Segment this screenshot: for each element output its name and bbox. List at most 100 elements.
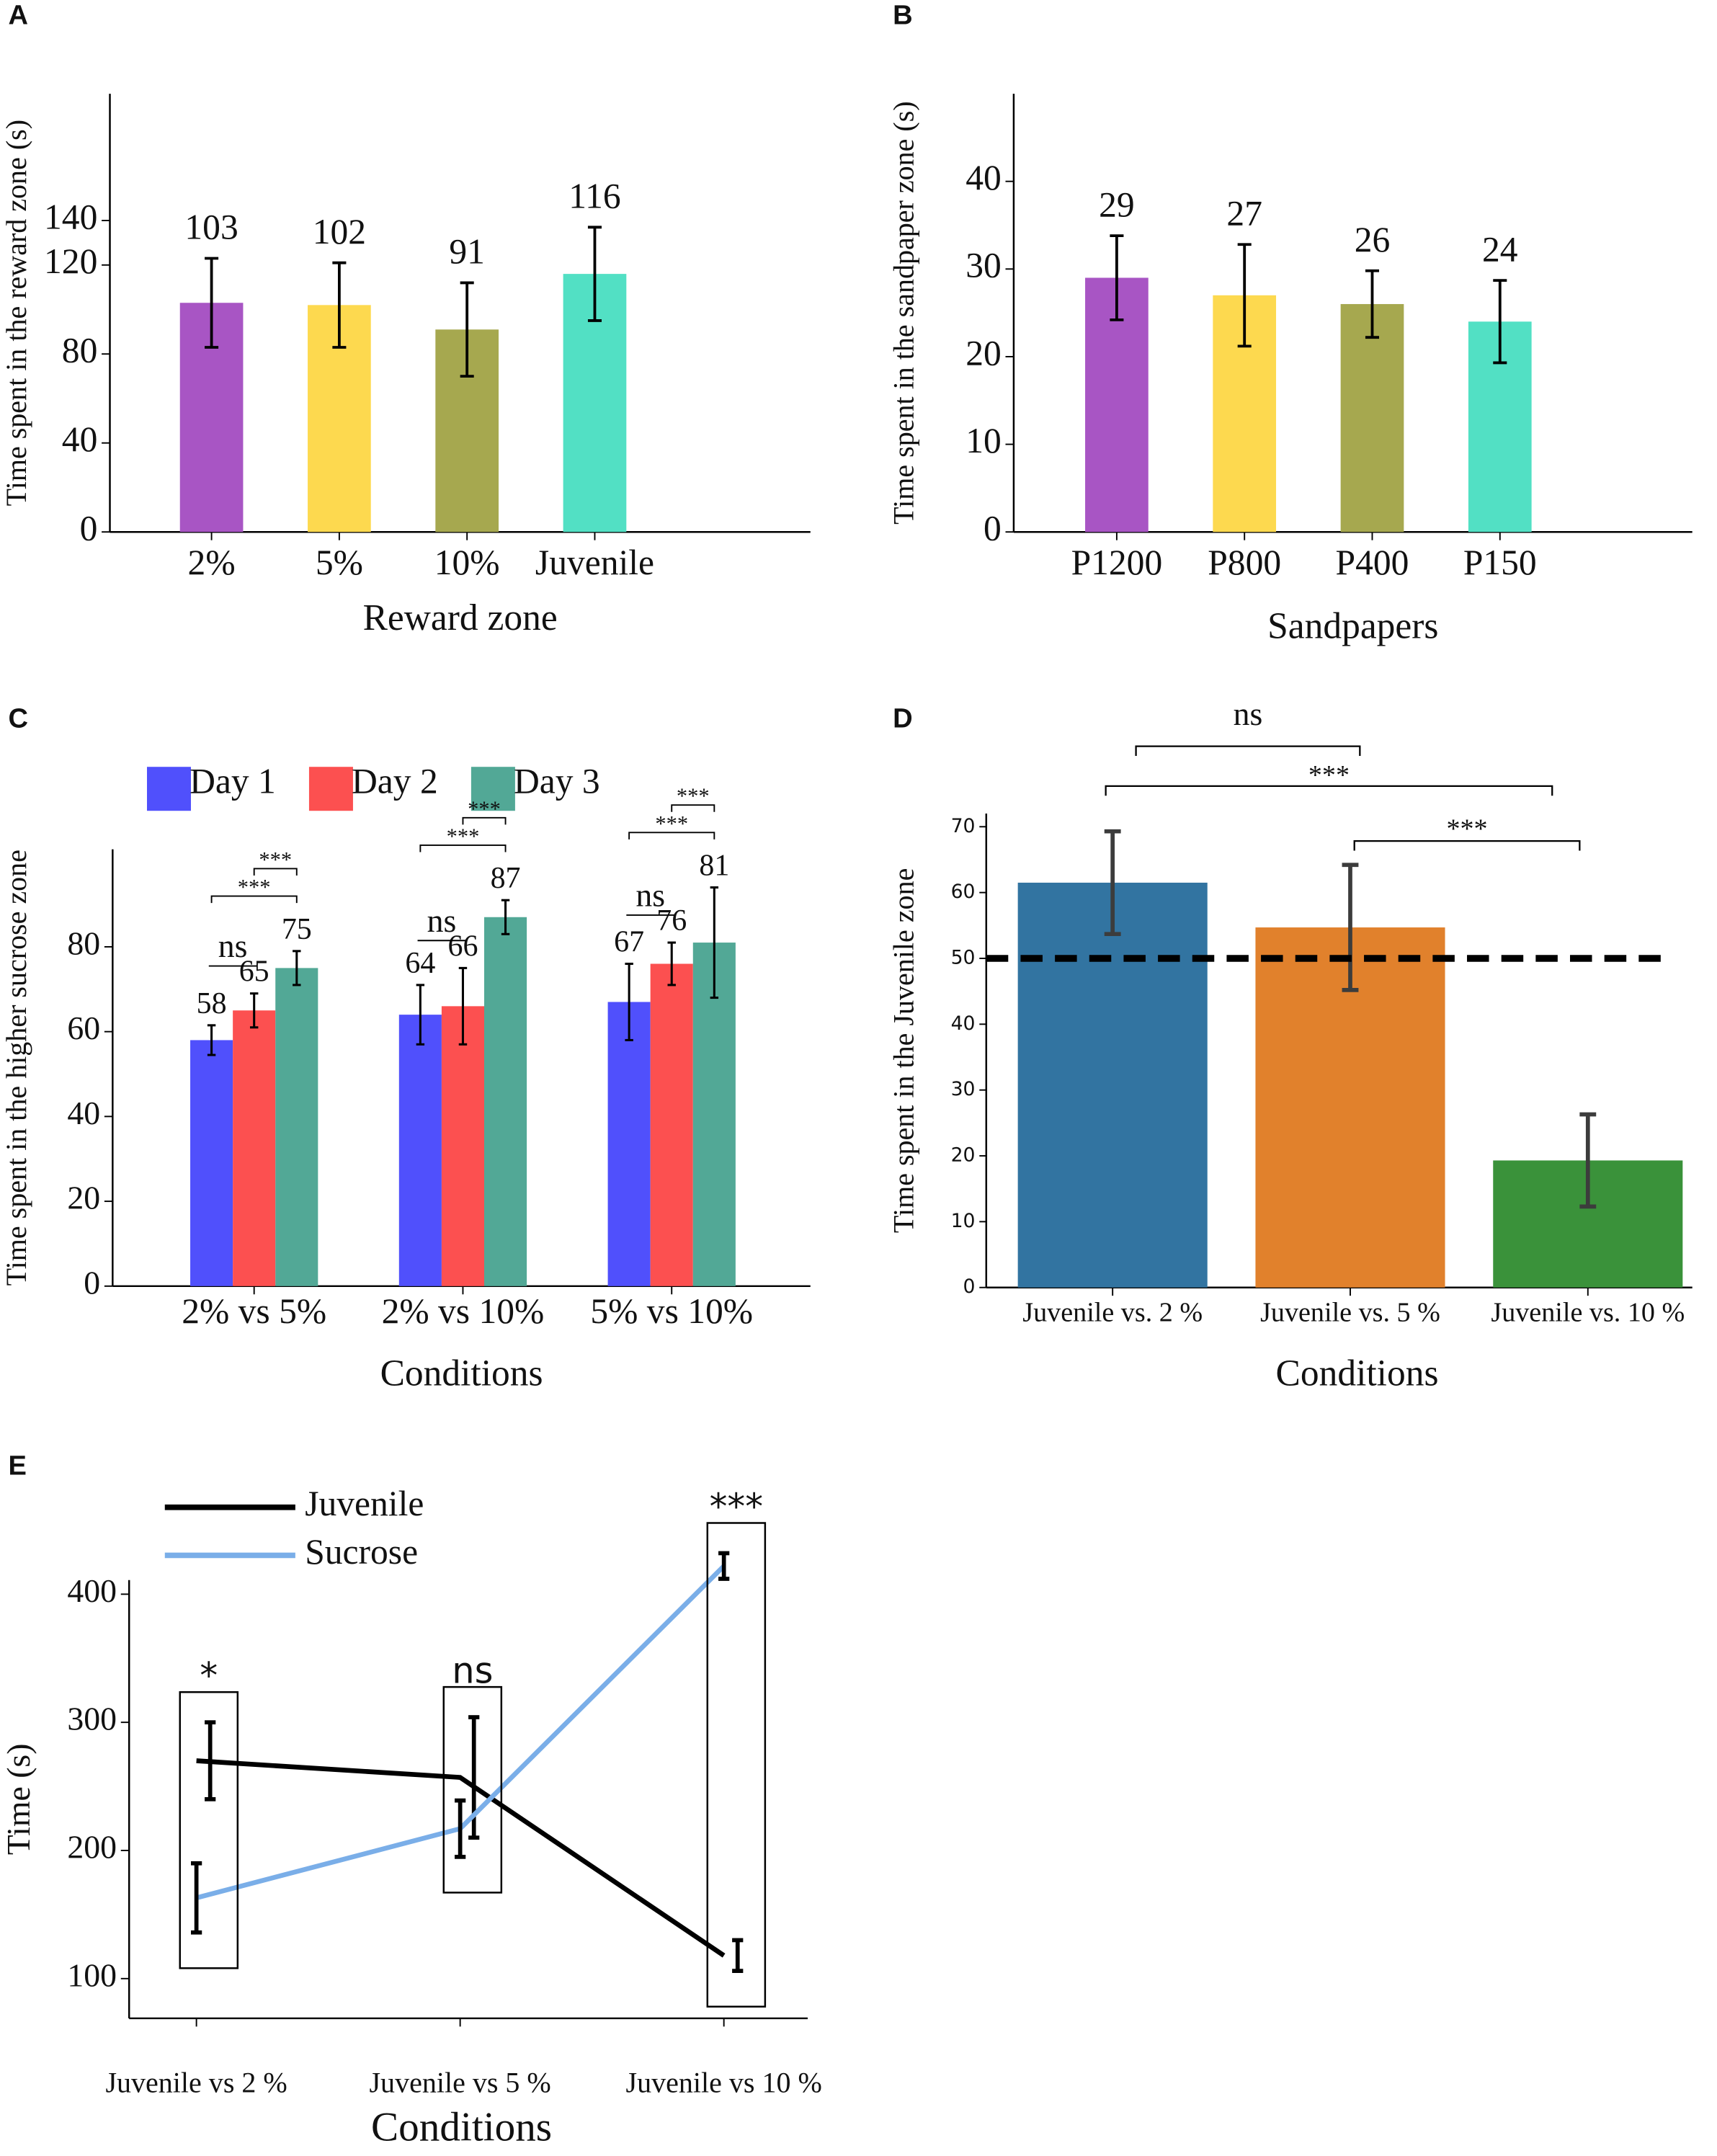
- y-tick-label: 80: [67, 925, 100, 961]
- x-tick-label: P800: [1208, 543, 1281, 582]
- bar: [484, 917, 527, 1286]
- panel-letter: E: [8, 1451, 26, 1482]
- sig-bracket: [1353, 840, 1581, 851]
- y-tick-label: 30: [951, 1078, 976, 1100]
- sig-bracket: [419, 845, 507, 852]
- value-label: 64: [405, 947, 435, 980]
- x-tick-label: Juvenile vs. 2 %: [1022, 1298, 1203, 1328]
- x-tick-label: 2% vs 10%: [382, 1291, 545, 1331]
- sig-label: ***: [447, 824, 480, 848]
- x-tick-label: Juvenile vs. 5 %: [1260, 1298, 1440, 1328]
- sig-bracket: [628, 832, 715, 839]
- bar: [1017, 882, 1208, 1288]
- x-tick-label: P150: [1463, 543, 1537, 582]
- sig-label: ***: [655, 811, 688, 836]
- value-label: 67: [614, 925, 644, 958]
- sig-bracket: [1105, 785, 1553, 796]
- sig-label: *: [200, 1655, 218, 1697]
- sig-box: [442, 1685, 503, 1894]
- sig-label: ***: [259, 847, 292, 872]
- y-tick-label: 120: [44, 241, 97, 281]
- value-label: 29: [1099, 184, 1135, 224]
- x-tick-label: 5% vs 10%: [590, 1291, 753, 1331]
- bar: [1340, 303, 1404, 533]
- sig-bracket: [253, 868, 298, 876]
- x-tick-label: Juvenile vs 10 %: [626, 2067, 822, 2099]
- sig-bracket: [1135, 745, 1361, 756]
- value-label: 66: [447, 930, 478, 963]
- x-axis-label: Conditions: [1276, 1353, 1439, 1394]
- panel-letter: A: [8, 0, 28, 30]
- x-axis-label: Conditions: [371, 2104, 552, 2150]
- legend-label: Day 3: [514, 761, 600, 801]
- value-label: 75: [282, 913, 312, 946]
- value-label: 27: [1226, 194, 1262, 233]
- sig-label: ***: [468, 796, 501, 821]
- legend-swatch: [146, 767, 191, 811]
- sig-box: [706, 1522, 767, 2008]
- value-label: 102: [313, 212, 366, 251]
- y-axis-label: Time spent in the sandpaper zone (s): [887, 101, 919, 525]
- y-tick-label: 100: [67, 1956, 117, 1993]
- y-tick-label: 20: [951, 1144, 976, 1167]
- x-tick-label: P1200: [1071, 543, 1163, 582]
- y-axis-label: Time spent in the higher sucrose zone: [0, 850, 32, 1286]
- x-tick-label: 2% vs 5%: [182, 1291, 326, 1331]
- x-tick-label: 5%: [316, 543, 363, 582]
- y-tick-label: 400: [67, 1572, 117, 1609]
- y-tick-label: 200: [67, 1828, 117, 1865]
- legend-label: Sucrose: [305, 1532, 418, 1572]
- y-tick-label: 40: [951, 1012, 976, 1035]
- y-tick-label: 30: [965, 246, 1002, 285]
- bar: [650, 963, 693, 1286]
- x-tick-label: Juvenile vs 2 %: [105, 2067, 287, 2099]
- sig-label: ns: [452, 1650, 493, 1692]
- value-label: 87: [491, 862, 521, 895]
- sig-label: ns: [427, 902, 457, 939]
- panel-letter: C: [8, 703, 28, 734]
- y-tick-label: 60: [951, 881, 976, 903]
- value-label: 103: [184, 208, 238, 247]
- panel-letter: D: [893, 703, 913, 734]
- line: [196, 1758, 726, 1958]
- y-tick-label: 0: [984, 509, 1002, 548]
- sig-label: ***: [1446, 814, 1487, 845]
- x-tick-label: 10%: [434, 543, 500, 582]
- value-label: 76: [656, 904, 687, 937]
- x-axis-label: Sandpapers: [1267, 605, 1438, 646]
- sig-label: ***: [710, 1486, 763, 1528]
- y-axis-label: Time spent in the Juvenile zone: [887, 868, 919, 1233]
- sig-label: ns: [1234, 695, 1263, 732]
- y-tick-label: 20: [67, 1180, 100, 1216]
- x-tick-label: Juvenile: [535, 543, 654, 582]
- bar: [275, 968, 318, 1286]
- bar: [398, 1015, 442, 1286]
- sig-label: ***: [677, 784, 710, 808]
- bar: [441, 1006, 485, 1286]
- x-axis-label: Conditions: [380, 1353, 543, 1394]
- y-tick-label: 10: [951, 1210, 976, 1232]
- sig-label: ***: [1308, 760, 1350, 790]
- sig-label: ***: [238, 875, 271, 899]
- sig-box: [179, 1690, 239, 1969]
- y-tick-label: 40: [965, 158, 1002, 197]
- y-axis-label: Time spent in the reward zone (s): [0, 120, 32, 506]
- y-tick-label: 20: [965, 333, 1002, 373]
- y-tick-label: 50: [951, 946, 976, 968]
- panel-letter: B: [893, 0, 913, 30]
- y-tick-label: 10: [965, 421, 1002, 460]
- bar: [190, 1040, 233, 1286]
- bar: [233, 1010, 276, 1286]
- y-tick-label: 80: [62, 331, 98, 370]
- x-tick-label: Juvenile vs. 10 %: [1491, 1298, 1685, 1328]
- sig-bracket: [210, 895, 298, 904]
- x-axis-label: Reward zone: [363, 597, 558, 638]
- x-tick-label: Juvenile vs 5 %: [369, 2067, 550, 2099]
- sig-label: ns: [635, 877, 665, 914]
- x-tick-label: 2%: [188, 543, 236, 582]
- y-tick-label: 40: [62, 419, 98, 459]
- legend-label: Juvenile: [305, 1484, 424, 1523]
- value-label: 65: [239, 956, 269, 989]
- value-label: 26: [1355, 220, 1391, 259]
- y-axis-label: Time (s): [0, 1744, 37, 1856]
